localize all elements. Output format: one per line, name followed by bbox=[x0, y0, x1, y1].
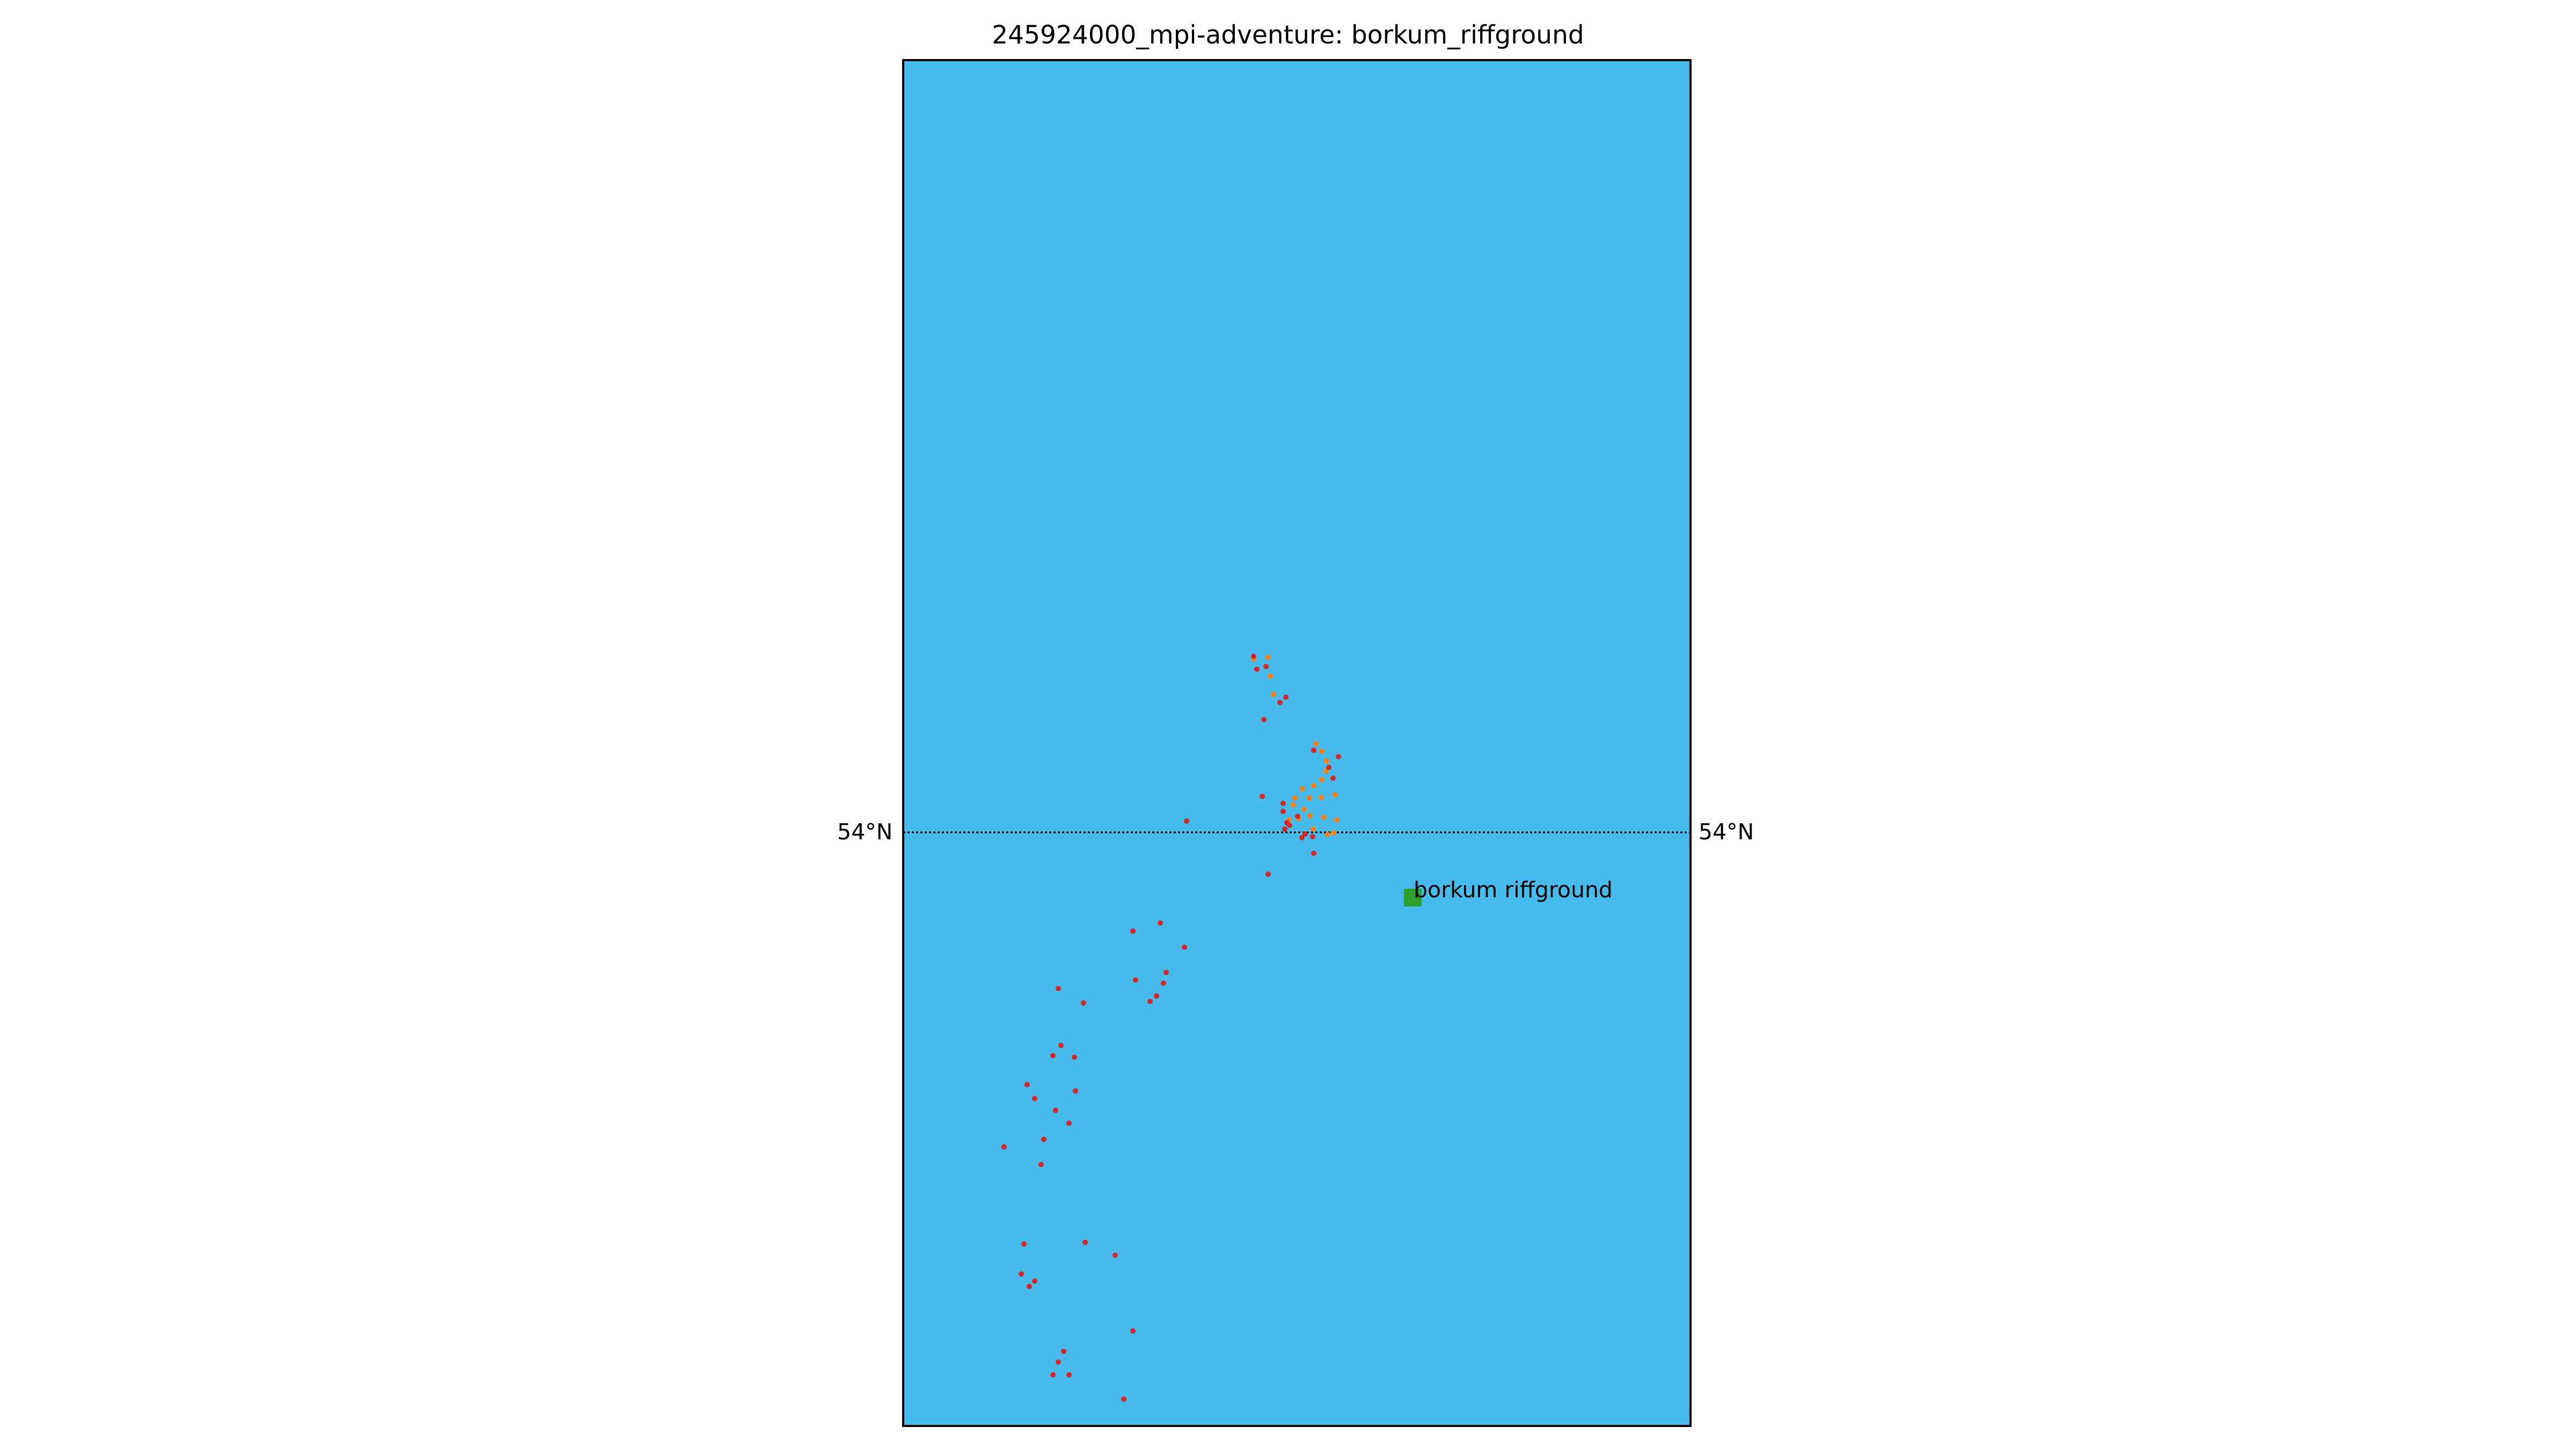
track-point-orange bbox=[1321, 815, 1327, 820]
track-point-red bbox=[1184, 818, 1189, 824]
vessel-track-points bbox=[1001, 654, 1341, 1402]
track-point-red bbox=[1113, 1253, 1118, 1258]
track-point-orange bbox=[1291, 802, 1296, 808]
track-point-red bbox=[1066, 1121, 1072, 1126]
track-point-orange bbox=[1311, 783, 1316, 788]
track-point-orange bbox=[1331, 830, 1336, 836]
track-point-orange bbox=[1307, 813, 1313, 818]
track-point-red bbox=[1336, 754, 1341, 759]
track-point-red bbox=[1330, 775, 1336, 781]
track-point-red bbox=[1072, 1055, 1077, 1060]
track-point-red bbox=[1066, 1372, 1072, 1378]
track-point-orange bbox=[1292, 795, 1298, 801]
track-point-red bbox=[1299, 835, 1305, 840]
track-point-red bbox=[1001, 1144, 1007, 1150]
track-point-red bbox=[1019, 1271, 1024, 1277]
track-point-orange bbox=[1325, 832, 1330, 837]
track-point-red bbox=[1021, 1241, 1027, 1247]
track-point-orange bbox=[1313, 741, 1319, 747]
map-frame bbox=[902, 59, 1692, 1427]
track-point-red bbox=[1050, 1053, 1056, 1058]
track-point-red bbox=[1130, 928, 1136, 934]
track-point-red bbox=[1041, 1137, 1046, 1142]
track-point-red bbox=[1282, 826, 1287, 832]
track-point-red bbox=[1163, 970, 1169, 975]
parallel-label-left: 54°N bbox=[837, 819, 893, 845]
track-point-red bbox=[1053, 1108, 1058, 1113]
track-point-orange bbox=[1307, 795, 1312, 801]
track-point-red bbox=[1280, 809, 1286, 814]
track-point-red bbox=[1260, 794, 1265, 799]
track-point-red bbox=[1302, 831, 1308, 837]
track-point-orange bbox=[1323, 769, 1329, 774]
track-point-red bbox=[1082, 1240, 1088, 1245]
track-point-orange bbox=[1265, 655, 1271, 660]
track-point-red bbox=[1295, 814, 1300, 819]
track-point-red bbox=[1326, 765, 1331, 770]
track-point-red bbox=[1038, 1162, 1044, 1167]
track-point-red bbox=[1154, 993, 1159, 999]
track-point-red bbox=[1056, 1359, 1061, 1365]
track-point-red bbox=[1277, 700, 1283, 705]
track-point-red bbox=[1056, 986, 1061, 991]
track-point-orange bbox=[1333, 792, 1338, 797]
track-point-orange bbox=[1319, 749, 1324, 754]
track-point-red bbox=[1050, 1372, 1056, 1378]
track-point-red bbox=[1058, 1043, 1064, 1048]
track-point-red bbox=[1081, 1000, 1086, 1006]
track-point-red bbox=[1121, 1396, 1126, 1402]
track-point-red bbox=[1133, 977, 1138, 983]
track-point-red bbox=[1024, 1082, 1030, 1087]
track-point-red bbox=[1263, 664, 1269, 669]
parallel-label-right: 54°N bbox=[1699, 819, 1754, 845]
track-point-red bbox=[1027, 1284, 1032, 1289]
track-point-orange bbox=[1271, 692, 1276, 697]
track-point-red bbox=[1265, 872, 1271, 877]
track-point-red bbox=[1032, 1096, 1037, 1101]
track-point-red bbox=[1032, 1278, 1037, 1284]
track-point-red bbox=[1182, 945, 1187, 950]
track-point-orange bbox=[1334, 817, 1340, 823]
track-point-orange bbox=[1324, 758, 1329, 764]
track-point-orange bbox=[1319, 777, 1324, 782]
track-point-orange bbox=[1268, 674, 1273, 679]
track-point-orange bbox=[1319, 795, 1324, 800]
track-point-red bbox=[1311, 748, 1316, 753]
track-point-red bbox=[1254, 667, 1260, 672]
map-ocean bbox=[903, 60, 1690, 1426]
track-point-red bbox=[1251, 654, 1256, 659]
track-point-red bbox=[1283, 694, 1289, 700]
track-point-red bbox=[1161, 980, 1166, 986]
track-point-orange bbox=[1311, 826, 1316, 832]
track-point-red bbox=[1261, 717, 1267, 722]
track-point-red bbox=[1147, 999, 1153, 1004]
track-point-red bbox=[1311, 851, 1316, 856]
station-label: borkum riffground bbox=[1414, 877, 1613, 903]
track-point-red bbox=[1158, 920, 1163, 926]
track-point-red bbox=[1073, 1088, 1078, 1094]
track-point-red bbox=[1310, 834, 1315, 839]
track-point-orange bbox=[1300, 786, 1305, 792]
track-point-red bbox=[1130, 1328, 1136, 1334]
track-point-red bbox=[1280, 801, 1286, 806]
station-marker[interactable] bbox=[1404, 889, 1422, 906]
track-point-red bbox=[1287, 823, 1292, 828]
track-point-orange bbox=[1301, 807, 1307, 812]
track-point-red bbox=[1061, 1349, 1066, 1354]
plot-title: 245924000_mpi-adventure: borkum_riffgrou… bbox=[992, 20, 1584, 50]
